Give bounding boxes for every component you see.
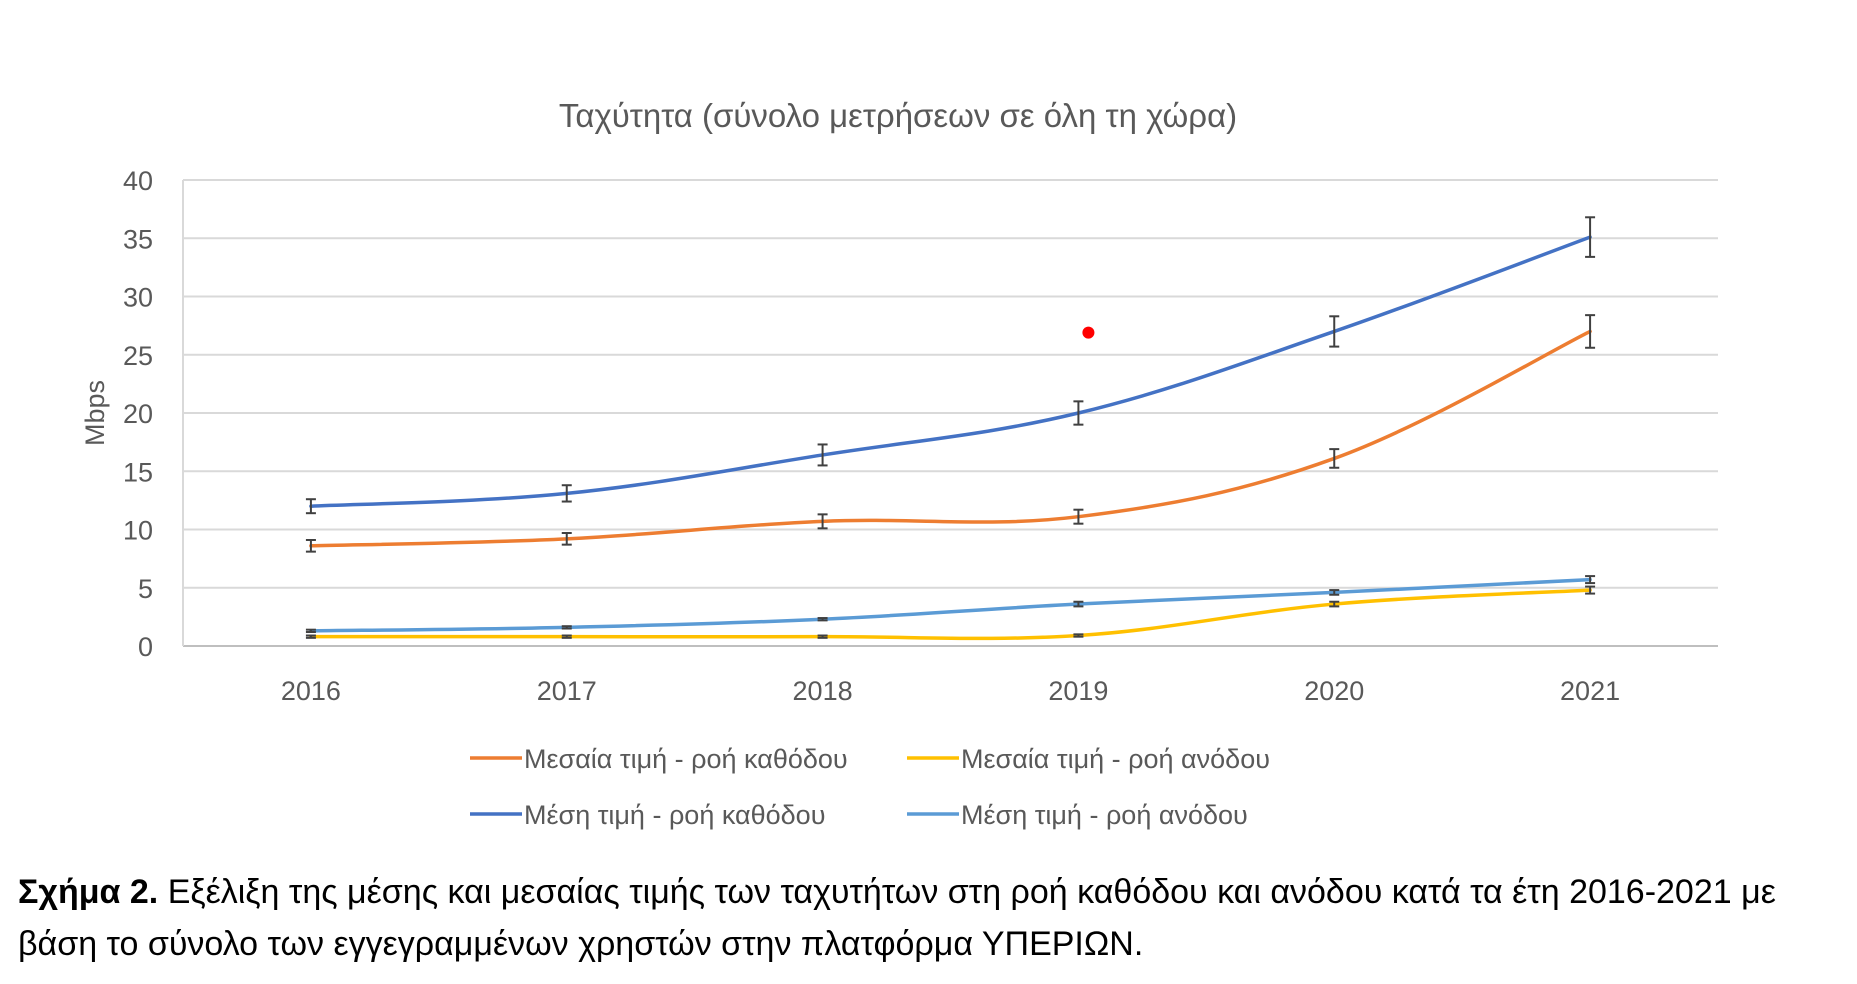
error-bar-0-0 [305,538,316,553]
series-line-0 [309,329,1592,548]
x-tick-label-2018: 2018 [793,676,853,706]
figure-caption: Σχήμα 2. Εξέλιξη της μέσης και μεσαίας τ… [18,866,1848,970]
x-tick-label-2017: 2017 [537,676,597,706]
error-bar-2-0 [305,498,316,515]
gridlines [182,179,1718,647]
error-bar-3-5 [1585,575,1596,585]
x-tick-label-2021: 2021 [1560,676,1620,706]
error-bar-0-2 [817,513,828,530]
y-tick-label-0: 0 [138,632,153,662]
error-bar-2-5 [1585,216,1596,258]
error-bar-2-1 [561,484,572,503]
error-bar-3-0 [305,628,316,634]
legend-label-1: Μεσαία τιμή - ροή ανόδου [961,744,1270,774]
error-bar-1-3 [1073,633,1084,638]
series-line-1 [309,588,1592,641]
error-bar-0-4 [1329,448,1340,469]
y-tick-label-25: 25 [123,341,153,371]
legend-label-3: Μέση τιμή - ροή ανόδου [961,800,1248,830]
x-tick-label-2016: 2016 [281,676,341,706]
series-line-2 [309,235,1592,508]
legend-label-0: Μεσαία τιμή - ροή καθόδου [524,744,848,774]
error-bar-1-1 [561,634,572,639]
error-bar-2-4 [1329,315,1340,348]
error-bar-0-3 [1073,508,1084,525]
x-tick-labels: 2016 2017 2018 2019 2020 2021 [281,676,1620,706]
error-bar-2-3 [1073,400,1084,426]
caption-label: Σχήμα 2. [18,873,159,911]
error-bar-0-5 [1585,314,1596,349]
y-tick-label-35: 35 [123,224,153,254]
legend-label-2: Μέση τιμή - ροή καθόδου [524,800,825,830]
error-bar-2-2 [817,443,828,467]
y-tick-label-15: 15 [123,457,153,487]
legend: Μεσαία τιμή - ροή καθόδου Μεσαία τιμή - ρ… [470,744,1270,830]
legend-item-0: Μεσαία τιμή - ροή καθόδου [470,744,848,774]
caption-text: Εξέλιξη της μέσης και μεσαίας τιμής των … [18,873,1776,963]
x-tick-label-2020: 2020 [1304,676,1364,706]
series-lines [309,235,1592,641]
error-bar-3-4 [1329,589,1340,596]
error-bar-1-0 [305,634,316,639]
y-tick-label-40: 40 [123,166,153,196]
error-bar-1-4 [1329,600,1340,608]
y-tick-labels: 0 5 10 15 20 25 30 35 40 [123,166,153,662]
error-bar-3-1 [561,625,572,630]
chart-title: Ταχύτητα (σύνολο μετρήσεων σε όλη τη χώρ… [559,97,1237,134]
error-bar-1-5 [1585,585,1596,595]
y-tick-label-10: 10 [123,516,153,546]
error-bar-0-1 [561,531,572,546]
y-tick-label-30: 30 [123,283,153,313]
annotations [1082,326,1095,339]
legend-item-3: Μέση τιμή - ροή ανόδου [907,800,1248,830]
error-bar-3-2 [817,617,828,622]
error-bar-3-3 [1073,600,1084,608]
x-tick-label-2019: 2019 [1048,676,1108,706]
y-axis-label: Mbps [80,380,110,446]
legend-item-2: Μέση τιμή - ροή καθόδου [470,800,825,830]
y-tick-label-5: 5 [138,574,153,604]
y-tick-label-20: 20 [123,399,153,429]
legend-item-1: Μεσαία τιμή - ροή ανόδου [907,744,1270,774]
error-bar-1-2 [817,634,828,639]
series-line-3 [309,577,1592,633]
error-bars [305,216,1596,639]
annotation-marker-0 [1082,326,1095,339]
